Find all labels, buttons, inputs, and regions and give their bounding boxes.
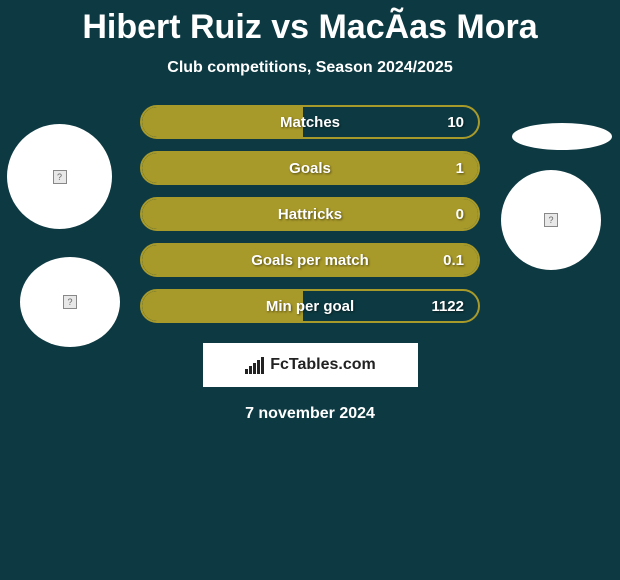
stat-label: Min per goal (266, 298, 354, 315)
stat-row: Min per goal 1122 (140, 289, 480, 323)
stat-row: Goals 1 (140, 151, 480, 185)
date-label: 7 november 2024 (0, 405, 620, 423)
stat-value: 0 (456, 206, 464, 223)
stat-label: Hattricks (278, 206, 342, 223)
image-placeholder-icon: ? (53, 170, 67, 184)
watermark: FcTables.com (203, 343, 418, 387)
stat-row: Hattricks 0 (140, 197, 480, 231)
stat-label: Goals per match (251, 252, 369, 269)
watermark-text: FcTables.com (270, 356, 376, 374)
player-circle-top-left: ? (7, 124, 112, 229)
stat-row: Matches 10 (140, 105, 480, 139)
player-circle-mid-right: ? (501, 170, 601, 270)
stat-value: 1122 (431, 298, 464, 315)
barchart-icon (244, 356, 266, 374)
player-circle-mid-left: ? (20, 257, 120, 347)
stat-value: 10 (447, 114, 464, 131)
image-placeholder-icon: ? (63, 295, 77, 309)
stat-value: 0.1 (443, 252, 464, 269)
stat-row: Goals per match 0.1 (140, 243, 480, 277)
stat-label: Matches (280, 114, 340, 131)
page-title: Hibert Ruiz vs MacÃ­as Mora (0, 0, 620, 47)
stat-value: 1 (456, 160, 464, 177)
stat-label: Goals (289, 160, 331, 177)
player-circle-top-right (512, 123, 612, 150)
image-placeholder-icon: ? (544, 213, 558, 227)
subtitle: Club competitions, Season 2024/2025 (0, 59, 620, 77)
